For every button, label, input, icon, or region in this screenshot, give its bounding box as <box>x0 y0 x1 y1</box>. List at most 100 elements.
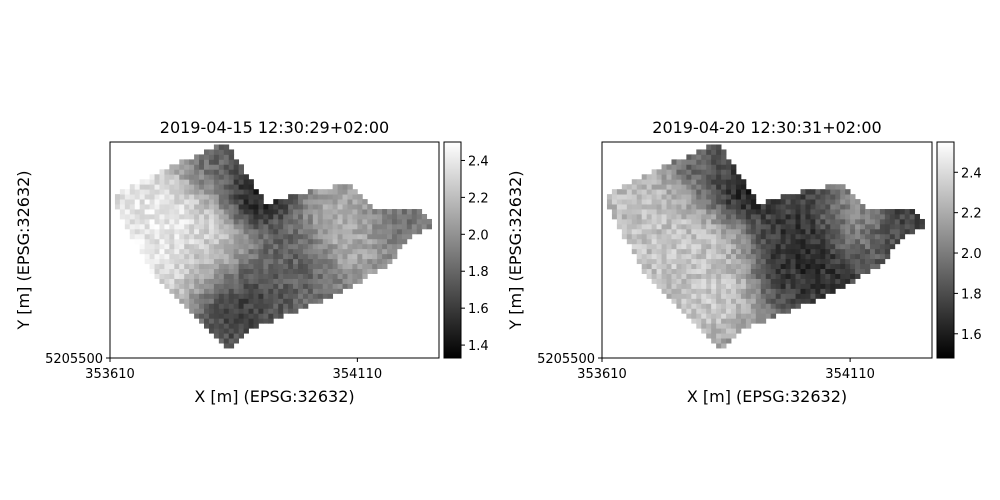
raster-cell <box>243 273 249 279</box>
raster-cell <box>770 293 777 299</box>
raster-cell <box>735 199 742 205</box>
raster-cell <box>850 258 856 265</box>
raster-cell <box>357 243 363 250</box>
raster-cell <box>646 184 653 190</box>
raster-cell <box>293 214 299 220</box>
raster-cell <box>805 243 811 250</box>
raster-cell <box>302 298 309 304</box>
raster-cell <box>208 204 215 210</box>
raster-cell <box>889 233 896 240</box>
raster-cell <box>208 328 215 334</box>
raster-cell <box>327 293 334 299</box>
raster-cell <box>322 238 329 245</box>
raster-cell <box>347 223 353 230</box>
raster-cell <box>706 303 712 309</box>
raster-cell <box>342 204 348 210</box>
raster-cell <box>760 283 767 289</box>
raster-cell <box>228 199 235 205</box>
raster-cell <box>387 218 393 225</box>
raster-cell <box>894 233 901 240</box>
raster-cell <box>726 214 732 220</box>
raster-cell <box>815 243 821 250</box>
raster-cell <box>347 218 353 225</box>
raster-cell <box>765 209 772 215</box>
raster-cell <box>223 328 230 334</box>
raster-cell <box>676 298 682 304</box>
raster-cell <box>233 308 240 314</box>
raster-cell <box>666 288 672 294</box>
raster-cell <box>616 218 623 225</box>
raster-cell <box>780 273 787 279</box>
raster-cell <box>223 214 230 220</box>
raster-cell <box>392 214 398 220</box>
raster-cell <box>327 243 334 250</box>
raster-cell <box>169 263 175 270</box>
raster-cell <box>840 228 846 235</box>
raster-cell <box>805 283 811 289</box>
raster-cell <box>726 199 732 205</box>
raster-cell <box>671 273 677 279</box>
raster-cell <box>621 233 628 240</box>
raster-cell <box>671 268 677 274</box>
panel-2-y-axis-label: Y [m] (EPSG:32632) <box>506 170 525 330</box>
raster-cell <box>253 323 259 329</box>
raster-cell <box>248 199 254 205</box>
raster-cell <box>322 263 329 270</box>
raster-cell <box>731 169 737 175</box>
raster-cell <box>228 238 235 245</box>
raster-cell <box>189 204 195 210</box>
raster-cell <box>337 189 343 195</box>
raster-cell <box>830 209 836 215</box>
raster-cell <box>352 268 358 274</box>
raster-cell <box>199 159 205 165</box>
raster-cell <box>174 218 180 225</box>
raster-cell <box>302 214 309 220</box>
raster-cell <box>820 194 826 200</box>
raster-cell <box>721 258 727 265</box>
raster-cell <box>686 159 692 165</box>
raster-cell <box>312 214 319 220</box>
raster-cell <box>119 189 126 195</box>
raster-cell <box>396 233 403 240</box>
raster-cell <box>800 243 806 250</box>
raster-cell <box>810 189 816 195</box>
raster-cell <box>735 303 742 309</box>
raster-cell <box>174 209 180 215</box>
raster-cell <box>233 243 240 250</box>
raster-cell <box>362 223 368 230</box>
raster-cell <box>204 209 210 215</box>
raster-cell <box>661 189 667 195</box>
raster-cell <box>139 233 146 240</box>
raster-cell <box>189 238 195 245</box>
raster-cell <box>114 194 121 200</box>
raster-cell <box>701 308 707 314</box>
raster-cell <box>213 328 220 334</box>
raster-cell <box>835 243 841 250</box>
raster-cell <box>616 204 623 210</box>
raster-cell <box>686 243 692 250</box>
raster-cell <box>233 233 240 240</box>
raster-cell <box>726 189 732 195</box>
raster-cell <box>233 258 240 265</box>
raster-cell <box>199 258 205 265</box>
raster-cell <box>342 199 348 205</box>
raster-cell <box>278 223 284 230</box>
raster-cell <box>174 263 180 270</box>
raster-cell <box>243 199 249 205</box>
raster-cell <box>790 214 796 220</box>
raster-cell <box>606 194 613 200</box>
raster-cell <box>671 169 677 175</box>
raster-cell <box>258 248 264 255</box>
raster-cell <box>676 174 682 180</box>
raster-cell <box>223 253 230 260</box>
raster-cell <box>367 263 373 270</box>
raster-cell <box>874 243 881 250</box>
raster-cell <box>755 204 762 210</box>
raster-cell <box>785 273 791 279</box>
raster-cell <box>869 263 876 270</box>
raster-cell <box>204 214 210 220</box>
raster-cell <box>288 218 294 225</box>
raster-cell <box>760 209 767 215</box>
raster-cell <box>164 268 170 274</box>
raster-cell <box>213 179 220 185</box>
